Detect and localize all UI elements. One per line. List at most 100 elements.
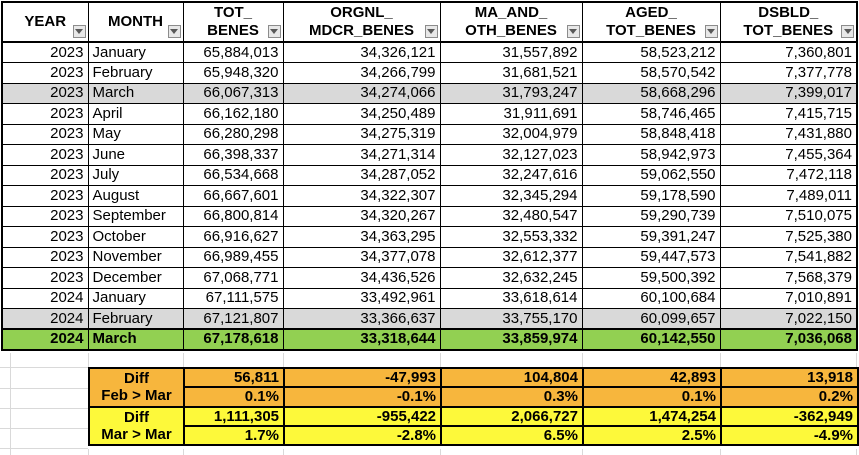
cell-dsbld_tot_benes[interactable]: 7,377,778 bbox=[719, 62, 858, 84]
cell-year[interactable]: 2023 bbox=[1, 62, 89, 84]
pct-cell-tot_benes[interactable]: 0.1% bbox=[183, 386, 285, 408]
cell-year[interactable]: 2023 bbox=[1, 205, 89, 227]
cell-aged_tot_benes[interactable]: 59,178,590 bbox=[581, 185, 721, 207]
pct-cell-tot_benes[interactable]: 1.7% bbox=[183, 424, 285, 447]
cell-ma_and_oth_benes[interactable]: 32,553,332 bbox=[439, 226, 583, 248]
cell-orgnl_mdcr_benes[interactable]: 34,287,052 bbox=[282, 164, 441, 186]
diff-cell-aged_tot_benes[interactable]: 42,893 bbox=[582, 366, 722, 388]
cell-aged_tot_benes[interactable]: 58,848,418 bbox=[581, 123, 721, 145]
cell-tot_benes[interactable]: 66,067,313 bbox=[182, 82, 284, 104]
column-header-dsbld_tot_benes[interactable]: DSBLD_ TOT_BENES bbox=[719, 1, 858, 43]
column-header-ma_and_oth_benes[interactable]: MA_AND_ OTH_BENES bbox=[439, 1, 583, 43]
cell-month[interactable]: May bbox=[87, 123, 184, 145]
cell-month[interactable]: February bbox=[87, 308, 184, 330]
cell-aged_tot_benes[interactable]: 60,100,684 bbox=[581, 287, 721, 309]
cell-ma_and_oth_benes[interactable]: 31,911,691 bbox=[439, 103, 583, 125]
cell-aged_tot_benes[interactable]: 59,062,550 bbox=[581, 164, 721, 186]
cell-orgnl_mdcr_benes[interactable]: 33,492,961 bbox=[282, 287, 441, 309]
diff-cell-dsbld_tot_benes[interactable]: -362,949 bbox=[720, 405, 859, 427]
column-header-year[interactable]: YEAR bbox=[1, 1, 89, 43]
cell-ma_and_oth_benes[interactable]: 32,004,979 bbox=[439, 123, 583, 145]
cell-tot_benes[interactable]: 66,398,337 bbox=[182, 144, 284, 166]
cell-ma_and_oth_benes[interactable]: 33,618,614 bbox=[439, 287, 583, 309]
pct-cell-aged_tot_benes[interactable]: 2.5% bbox=[582, 424, 722, 447]
cell-aged_tot_benes[interactable]: 58,570,542 bbox=[581, 62, 721, 84]
cell-ma_and_oth_benes[interactable]: 32,345,294 bbox=[439, 185, 583, 207]
cell-tot_benes[interactable]: 65,884,013 bbox=[182, 41, 284, 63]
cell-month[interactable]: August bbox=[87, 185, 184, 207]
cell-orgnl_mdcr_benes[interactable]: 34,322,307 bbox=[282, 185, 441, 207]
cell-ma_and_oth_benes[interactable]: 31,681,521 bbox=[439, 62, 583, 84]
column-header-aged_tot_benes[interactable]: AGED_ TOT_BENES bbox=[581, 1, 721, 43]
diff-cell-tot_benes[interactable]: 1,111,305 bbox=[183, 405, 285, 427]
cell-month[interactable]: March bbox=[87, 82, 184, 104]
cell-dsbld_tot_benes[interactable]: 7,360,801 bbox=[719, 41, 858, 63]
cell-aged_tot_benes[interactable]: 58,668,296 bbox=[581, 82, 721, 104]
filter-button-ma_and_oth_benes[interactable] bbox=[566, 25, 580, 38]
diff-label-feb-mar[interactable]: Diff Feb > Mar bbox=[88, 367, 185, 408]
diff-cell-ma_and_oth_benes[interactable]: 2,066,727 bbox=[440, 405, 584, 427]
cell-orgnl_mdcr_benes[interactable]: 33,366,637 bbox=[282, 308, 441, 330]
cell-month[interactable]: December bbox=[87, 267, 184, 289]
cell-tot_benes[interactable]: 67,111,575 bbox=[182, 287, 284, 309]
pct-cell-orgnl_mdcr_benes[interactable]: -2.8% bbox=[283, 424, 442, 447]
pct-cell-aged_tot_benes[interactable]: 0.1% bbox=[582, 386, 722, 408]
cell-orgnl_mdcr_benes[interactable]: 34,320,267 bbox=[282, 205, 441, 227]
cell-tot_benes[interactable]: 66,667,601 bbox=[182, 185, 284, 207]
cell-dsbld_tot_benes[interactable]: 7,455,364 bbox=[719, 144, 858, 166]
cell-orgnl_mdcr_benes[interactable]: 34,274,066 bbox=[282, 82, 441, 104]
cell-dsbld_tot_benes[interactable]: 7,510,075 bbox=[719, 205, 858, 227]
cell-dsbld_tot_benes[interactable]: 7,010,891 bbox=[719, 287, 858, 309]
diff-cell-aged_tot_benes[interactable]: 1,474,254 bbox=[582, 405, 722, 427]
cell-aged_tot_benes[interactable]: 58,942,973 bbox=[581, 144, 721, 166]
cell-orgnl_mdcr_benes[interactable]: 34,363,295 bbox=[282, 226, 441, 248]
cell-orgnl_mdcr_benes[interactable]: 34,436,526 bbox=[282, 267, 441, 289]
cell-month[interactable]: April bbox=[87, 103, 184, 125]
filter-button-dsbld_tot_benes[interactable] bbox=[841, 25, 854, 38]
cell-month[interactable]: June bbox=[87, 144, 184, 166]
cell-year[interactable]: 2023 bbox=[1, 82, 89, 104]
cell-tot_benes[interactable]: 66,800,814 bbox=[182, 205, 284, 227]
cell-dsbld_tot_benes[interactable]: 7,525,380 bbox=[719, 226, 858, 248]
cell-dsbld_tot_benes[interactable]: 7,022,150 bbox=[719, 308, 858, 330]
cell-tot_benes[interactable]: 66,534,668 bbox=[182, 164, 284, 186]
cell-dsbld_tot_benes[interactable]: 7,399,017 bbox=[719, 82, 858, 104]
cell-year[interactable]: 2023 bbox=[1, 164, 89, 186]
cell-tot_benes[interactable]: 67,121,807 bbox=[182, 308, 284, 330]
cell-orgnl_mdcr_benes[interactable]: 34,275,319 bbox=[282, 123, 441, 145]
cell-tot_benes[interactable]: 66,162,180 bbox=[182, 103, 284, 125]
cell-dsbld_tot_benes[interactable]: 7,541,882 bbox=[719, 246, 858, 268]
cell-year[interactable]: 2024 bbox=[1, 308, 89, 330]
cell-aged_tot_benes[interactable]: 59,391,247 bbox=[581, 226, 721, 248]
filter-button-tot_benes[interactable] bbox=[267, 25, 281, 38]
cell-month[interactable]: October bbox=[87, 226, 184, 248]
cell-dsbld_tot_benes[interactable]: 7,489,011 bbox=[719, 185, 858, 207]
cell-orgnl_mdcr_benes[interactable]: 34,271,314 bbox=[282, 144, 441, 166]
cell-tot_benes[interactable]: 65,948,320 bbox=[182, 62, 284, 84]
cell-ma_and_oth_benes[interactable]: 32,632,245 bbox=[439, 267, 583, 289]
cell-year[interactable]: 2023 bbox=[1, 226, 89, 248]
cell-month[interactable]: January bbox=[87, 41, 184, 63]
diff-cell-orgnl_mdcr_benes[interactable]: -955,422 bbox=[283, 405, 442, 427]
cell-orgnl_mdcr_benes[interactable]: 34,250,489 bbox=[282, 103, 441, 125]
cell-tot_benes[interactable]: 67,068,771 bbox=[182, 267, 284, 289]
diff-cell-ma_and_oth_benes[interactable]: 104,804 bbox=[440, 366, 584, 388]
diff-cell-dsbld_tot_benes[interactable]: 13,918 bbox=[720, 366, 859, 388]
pct-cell-dsbld_tot_benes[interactable]: -4.9% bbox=[720, 424, 859, 447]
cell-dsbld_tot_benes[interactable]: 7,415,715 bbox=[719, 103, 858, 125]
pct-cell-ma_and_oth_benes[interactable]: 0.3% bbox=[440, 386, 584, 408]
diff-cell-tot_benes[interactable]: 56,811 bbox=[183, 366, 285, 388]
cell-ma_and_oth_benes[interactable]: 33,859,974 bbox=[439, 328, 583, 351]
cell-aged_tot_benes[interactable]: 59,290,739 bbox=[581, 205, 721, 227]
filter-button-year[interactable] bbox=[72, 25, 86, 38]
cell-aged_tot_benes[interactable]: 59,447,573 bbox=[581, 246, 721, 268]
cell-tot_benes[interactable]: 66,989,455 bbox=[182, 246, 284, 268]
cell-aged_tot_benes[interactable]: 59,500,392 bbox=[581, 267, 721, 289]
cell-ma_and_oth_benes[interactable]: 33,755,170 bbox=[439, 308, 583, 330]
cell-month[interactable]: September bbox=[87, 205, 184, 227]
cell-month[interactable]: November bbox=[87, 246, 184, 268]
cell-ma_and_oth_benes[interactable]: 32,247,616 bbox=[439, 164, 583, 186]
cell-dsbld_tot_benes[interactable]: 7,036,068 bbox=[719, 328, 858, 351]
cell-tot_benes[interactable]: 66,916,627 bbox=[182, 226, 284, 248]
cell-month[interactable]: July bbox=[87, 164, 184, 186]
